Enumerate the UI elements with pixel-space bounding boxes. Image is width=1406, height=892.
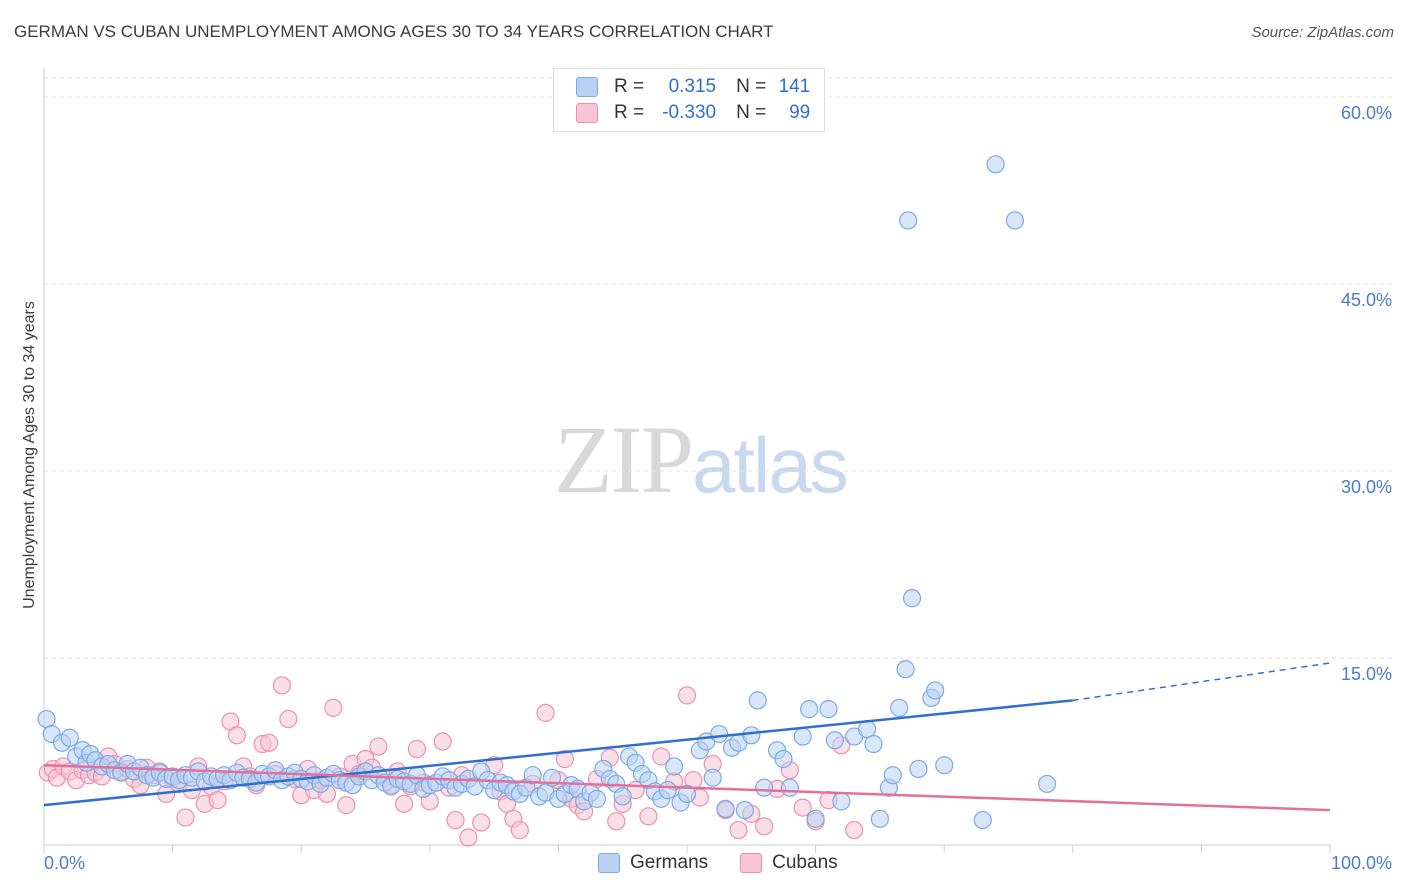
cubans-point [652,747,671,766]
legend-n-value-cubans: 99 [789,102,811,123]
germans-legend-icon [598,853,620,873]
cubans-point [607,812,626,831]
source-label: Source: ZipAtlas.com [1251,24,1394,41]
germans-point [587,789,607,808]
cubans-point [433,732,452,751]
cubans-point [337,796,356,815]
x-tick-label: 0.0% [44,853,85,873]
germans-point [665,757,684,776]
correlation-legend: R = 0.315 N = 141 R = -0.330 N = 99 [553,68,825,132]
germans-point [986,155,1005,174]
cubans-point [555,749,574,769]
y-tick-label: 45.0% [1341,290,1392,310]
cubans-point [176,808,195,827]
y-tick-label: 60.0% [1341,103,1392,123]
watermark: ZIPatlas [554,404,849,515]
cubans-trendline [43,763,1331,812]
germans-point [716,799,735,818]
y-tick-label: 15.0% [1341,664,1392,684]
germans-point [523,766,542,785]
germans-point [677,784,697,803]
series-legend: Germans Cubans [598,852,870,874]
germans-point [793,727,812,746]
germans-point [780,778,799,797]
germans-point [973,810,992,830]
germans-point [909,759,928,779]
germans-point [658,781,677,800]
germans-point [613,787,632,806]
watermark-zip: ZIP [554,406,694,513]
y-tick-label: 30.0% [1341,477,1392,497]
germans-point [742,726,761,745]
legend-r-value-cubans: -0.330 [662,102,717,123]
legend-row-germans: R = 0.315 N = 141 [576,75,810,99]
legend-r-label: R = [614,102,645,123]
legend-n-label: N = [736,76,767,97]
germans-point [926,681,945,700]
watermark-atlas: atlas [692,421,849,509]
cubans-point [259,733,279,752]
cubans-point [227,726,246,745]
cubans-point [407,739,427,759]
germans-point [774,749,793,769]
cubans-point [459,828,478,847]
cubans-point [394,794,414,813]
cubans-point [272,676,292,695]
cubans-point [536,703,555,722]
cubans-point [446,810,465,830]
cubans-point [793,798,812,817]
cubans-point [755,817,774,836]
germans-trendline-extension [1072,662,1331,702]
cubans-point [472,813,491,832]
legend-item-cubans: Cubans [740,852,838,874]
chart-title: GERMAN VS CUBAN UNEMPLOYMENT AMONG AGES … [14,22,774,41]
legend-item-germans: Germans [598,852,708,874]
cubans-point [279,709,298,729]
germans-point [883,766,902,785]
germans-point [825,731,844,750]
germans-point [1037,774,1057,794]
legend-cubans-label: Cubans [772,852,838,873]
germans-point [870,809,890,828]
germans-swatch-icon [576,77,598,97]
cubans-point [510,820,529,840]
cubans-point [845,820,864,840]
cubans-point [324,698,343,717]
cubans-point [208,791,227,810]
legend-n-value-germans: 141 [778,76,811,97]
germans-trendline [43,699,1073,807]
x-tick-label: 100.0% [1331,853,1392,873]
germans-point [806,809,825,828]
cubans-swatch-icon [576,103,598,123]
germans-point [890,698,909,717]
legend-r-label: R = [614,76,645,97]
germans-point [703,768,722,787]
germans-point [800,700,819,719]
germans-point [935,756,954,775]
legend-r-value-germans: 0.315 [668,76,717,97]
cubans-point [639,807,658,826]
germans-point [902,589,922,608]
germans-point [864,734,883,754]
legend-n-label: N = [736,102,767,123]
legend-germans-label: Germans [630,852,709,873]
cubans-point [729,820,748,840]
germans-point [899,211,918,230]
germans-point [819,700,838,719]
legend-row-cubans: R = -0.330 N = 99 [576,101,810,125]
germans-point [896,660,915,679]
germans-point [60,728,79,747]
germans-point [710,724,729,744]
cubans-point [369,737,388,756]
germans-point [1005,211,1025,230]
germans-point [832,792,851,811]
cubans-point [677,686,697,705]
germans-point [735,800,754,820]
germans-point [748,691,767,710]
cubans-legend-icon [740,853,763,873]
germans-point [755,778,774,797]
